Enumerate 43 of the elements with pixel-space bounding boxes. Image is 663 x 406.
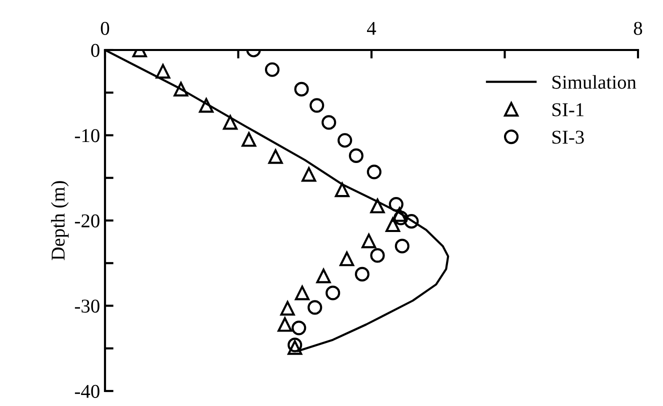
point — [322, 115, 336, 130]
point — [326, 286, 340, 300]
point — [264, 62, 280, 77]
point — [316, 268, 331, 284]
point — [310, 98, 324, 113]
y-tick-label: -10 — [74, 129, 100, 142]
point — [268, 149, 283, 164]
point — [280, 301, 295, 316]
point — [386, 217, 400, 232]
point — [292, 320, 306, 336]
point — [370, 248, 385, 263]
point — [222, 115, 238, 130]
point — [362, 234, 376, 248]
point — [302, 167, 316, 182]
point — [340, 252, 354, 266]
point — [354, 266, 370, 282]
point — [370, 198, 385, 214]
point — [198, 98, 214, 113]
x-tick-label: 4 — [367, 22, 376, 35]
point — [294, 82, 309, 97]
legend-label: SI-3 — [552, 130, 584, 144]
point — [174, 82, 188, 97]
legend-label: Simulation — [552, 75, 636, 89]
point — [404, 214, 419, 229]
y-tick-label: 0 — [91, 44, 100, 57]
point — [338, 133, 352, 148]
y-tick-label: -30 — [74, 300, 100, 313]
point — [278, 317, 292, 332]
legend-label: SI-1 — [552, 103, 584, 116]
point — [348, 148, 364, 164]
point — [294, 286, 310, 300]
y-tick-label: -40 — [74, 384, 100, 398]
point — [242, 132, 256, 147]
point — [388, 197, 404, 212]
point — [366, 164, 382, 180]
y-axis-title: Depth (m) — [51, 181, 69, 260]
point — [334, 182, 350, 198]
point — [394, 238, 410, 254]
point — [156, 64, 170, 79]
y-tick-label: -20 — [74, 214, 100, 228]
x-tick-label: 0 — [100, 22, 110, 35]
x-tick-label: 8 — [634, 22, 642, 35]
point — [308, 300, 322, 315]
